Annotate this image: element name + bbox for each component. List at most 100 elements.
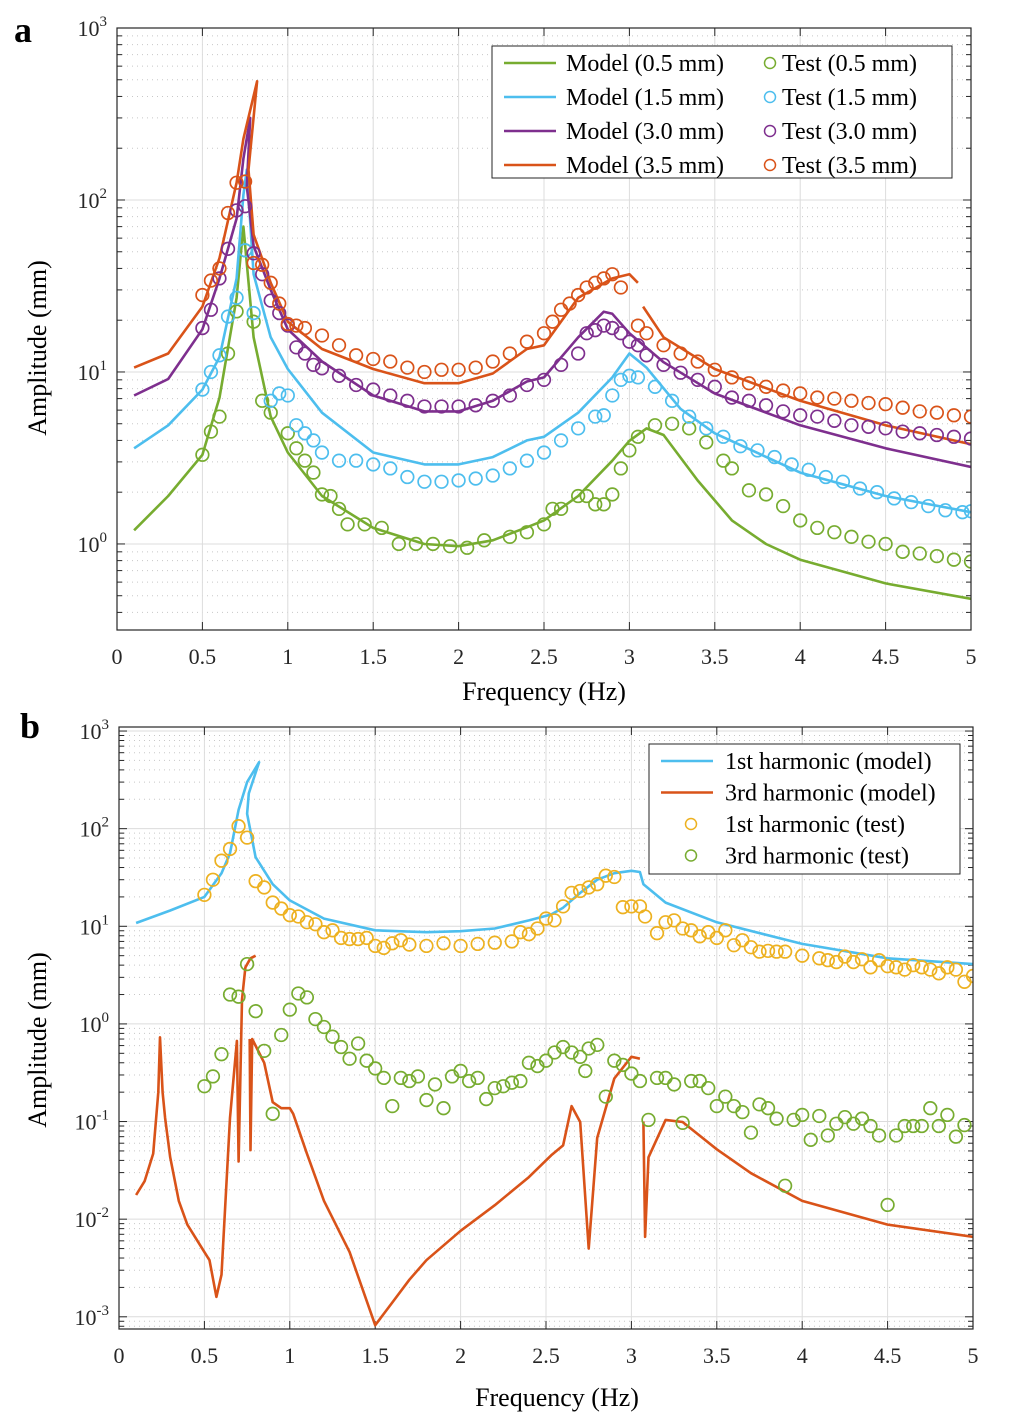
- marker-test-1-5-mm: [716, 429, 731, 444]
- legend-label: Model (3.5 mm): [566, 153, 724, 179]
- marker-test-3-0-mm: [810, 409, 825, 424]
- marker-test-3-5-mm: [571, 287, 586, 303]
- panel-b: b Frequency (Hz) Amplitude (mm) 0 0.5 1 1.5…: [20, 706, 979, 1412]
- legend-item: Model (1.5 mm): [504, 85, 724, 111]
- marker-test-3-0-mm: [707, 379, 722, 394]
- marker-1st-harmonic-test: [547, 913, 562, 928]
- marker-test-0-5-mm: [605, 487, 620, 502]
- marker-1st-harmonic-test: [214, 853, 229, 868]
- panel-label-a: a: [14, 10, 32, 50]
- marker-test-0-5-mm: [810, 520, 825, 536]
- marker-1st-harmonic-test: [615, 900, 631, 915]
- marker-1st-harmonic-test: [333, 930, 349, 946]
- marker-test-3-0-mm: [946, 429, 962, 444]
- legend-label: Test (0.5 mm): [782, 51, 917, 77]
- marker-test-0-5-mm: [844, 529, 859, 544]
- marker-test-3-5-mm: [468, 360, 483, 375]
- marker-1st-harmonic-test: [453, 938, 468, 954]
- x-tick-label: 3.5: [703, 1343, 731, 1368]
- marker-1st-harmonic-test: [487, 935, 502, 950]
- marker-1st-harmonic-test: [436, 936, 451, 951]
- marker-test-3-0-mm: [519, 377, 535, 393]
- marker-test-0-5-mm: [477, 533, 492, 548]
- marker-test-3-0-mm: [220, 241, 236, 256]
- marker-test-1-5-mm: [306, 433, 321, 448]
- legend-item: 1st harmonic (model): [661, 749, 932, 775]
- marker-test-1-5-mm: [366, 457, 381, 472]
- marker-test-0-5-mm: [212, 409, 227, 424]
- legend-item: 3rd harmonic (model): [661, 781, 936, 807]
- marker-test-3-5-mm: [656, 338, 671, 353]
- marker-test-3-0-mm: [306, 357, 321, 373]
- legend-label: Test (3.5 mm): [782, 153, 917, 179]
- x-tick-label: 1: [284, 1343, 295, 1368]
- marker-3rd-harmonic-test: [521, 1055, 537, 1070]
- marker-test-0-5-mm: [571, 488, 586, 504]
- marker-test-0-5-mm: [536, 517, 552, 532]
- legend-marker-swatch: [684, 817, 698, 831]
- marker-test-1-5-mm: [297, 426, 313, 441]
- marker-1st-harmonic-test: [777, 944, 793, 959]
- marker-3rd-harmonic-test: [931, 1118, 946, 1134]
- marker-3rd-harmonic-test: [564, 1045, 579, 1060]
- marker-test-1-5-mm: [451, 473, 466, 488]
- marker-test-1-5-mm: [886, 491, 902, 506]
- legend-box: [648, 743, 961, 875]
- marker-test-0-5-mm: [289, 441, 304, 456]
- legend-label: Model (0.5 mm): [566, 51, 724, 77]
- marker-1st-harmonic-test: [282, 908, 297, 923]
- marker-1st-harmonic-test: [718, 923, 733, 938]
- marker-test-0-5-mm: [340, 517, 355, 532]
- marker-test-1-5-mm: [571, 421, 586, 436]
- marker-test-0-5-mm: [306, 465, 321, 480]
- marker-test-3-0-mm: [775, 404, 791, 419]
- marker-test-0-5-mm: [963, 554, 971, 569]
- marker-3rd-harmonic-test: [299, 990, 315, 1005]
- marker-test-1-5-mm: [468, 471, 483, 486]
- marker-test-3-0-mm: [844, 418, 859, 433]
- marker-1st-harmonic-test: [299, 915, 315, 930]
- marker-3rd-harmonic-test: [436, 1101, 451, 1116]
- y-tick-label: 102: [80, 815, 110, 842]
- marker-test-3-5-mm: [827, 391, 842, 406]
- marker-test-1-5-mm: [784, 457, 799, 472]
- marker-test-3-0-mm: [571, 346, 586, 361]
- legend-label: Model (1.5 mm): [566, 85, 724, 111]
- marker-test-1-5-mm: [767, 449, 782, 465]
- marker-test-1-5-mm: [605, 388, 620, 403]
- marker-3rd-harmonic-test: [888, 1128, 904, 1143]
- marker-1st-harmonic-test: [607, 869, 622, 885]
- marker-1st-harmonic-test: [888, 960, 904, 975]
- marker-test-1-5-mm: [220, 309, 236, 324]
- legend-label: 3rd harmonic (test): [725, 844, 909, 870]
- marker-test-0-5-mm: [357, 517, 372, 532]
- marker-3rd-harmonic-test: [479, 1091, 494, 1107]
- marker-3rd-harmonic-test: [470, 1070, 485, 1086]
- marker-test-0-5-mm: [861, 534, 876, 549]
- marker-test-3-0-mm: [656, 357, 671, 373]
- marker-test-3-0-mm: [366, 382, 381, 397]
- marker-1st-harmonic-test: [880, 959, 895, 974]
- marker-test-1-5-mm: [699, 421, 714, 436]
- marker-3rd-harmonic-test: [513, 1073, 528, 1089]
- marker-1st-harmonic-test: [854, 952, 870, 967]
- marker-test-0-5-mm: [699, 435, 714, 450]
- y-tick-label: 101: [78, 358, 108, 385]
- marker-3rd-harmonic-test: [897, 1118, 912, 1134]
- marker-3rd-harmonic-test: [427, 1077, 443, 1092]
- marker-3rd-harmonic-test: [701, 1080, 716, 1096]
- marker-test-1-5-mm: [348, 453, 364, 468]
- marker-test-3-5-mm: [331, 338, 347, 353]
- marker-test-0-5-mm: [622, 443, 637, 458]
- x-tick-label: 3.5: [701, 644, 729, 669]
- marker-test-3-0-mm: [596, 318, 611, 333]
- marker-3rd-harmonic-test: [598, 1089, 613, 1104]
- marker-1st-harmonic-test: [197, 887, 212, 902]
- marker-test-0-5-mm: [682, 421, 697, 436]
- marker-test-0-5-mm: [323, 488, 338, 504]
- marker-test-0-5-mm: [895, 544, 910, 559]
- marker-test-3-5-mm: [451, 362, 466, 377]
- legend-b: 1st harmonic (model) 3rd harmonic (model)…: [648, 743, 961, 875]
- marker-3rd-harmonic-test: [410, 1069, 426, 1084]
- marker-test-0-5-mm: [255, 393, 270, 408]
